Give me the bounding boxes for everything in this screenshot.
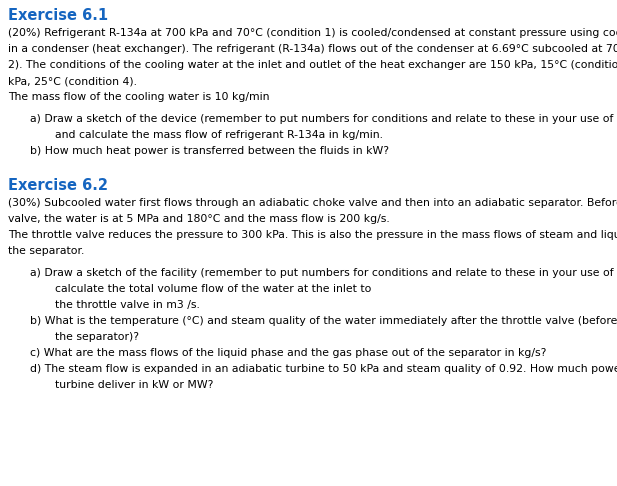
Text: a) Draw a sketch of the device (remember to put numbers for conditions and relat: a) Draw a sketch of the device (remember… (30, 114, 617, 124)
Text: turbine deliver in kW or MW?: turbine deliver in kW or MW? (55, 380, 213, 390)
Text: (20%) Refrigerant R-134a at 700 kPa and 70°C (condition 1) is cooled/condensed a: (20%) Refrigerant R-134a at 700 kPa and … (8, 28, 617, 38)
Text: the throttle valve in m3 /s.: the throttle valve in m3 /s. (55, 300, 200, 310)
Text: (30%) Subcooled water first flows through an adiabatic choke valve and then into: (30%) Subcooled water first flows throug… (8, 198, 617, 208)
Text: d) The steam flow is expanded in an adiabatic turbine to 50 kPa and steam qualit: d) The steam flow is expanded in an adia… (30, 364, 617, 374)
Text: and calculate the mass flow of refrigerant R-134a in kg/min.: and calculate the mass flow of refrigera… (55, 130, 383, 140)
Text: valve, the water is at 5 MPa and 180°C and the mass flow is 200 kg/s.: valve, the water is at 5 MPa and 180°C a… (8, 214, 390, 224)
Text: kPa, 25°C (condition 4).: kPa, 25°C (condition 4). (8, 76, 137, 86)
Text: calculate the total volume flow of the water at the inlet to: calculate the total volume flow of the w… (55, 284, 371, 294)
Text: the separator)?: the separator)? (55, 332, 139, 342)
Text: the separator.: the separator. (8, 246, 85, 256)
Text: The mass flow of the cooling water is 10 kg/min: The mass flow of the cooling water is 10… (8, 92, 270, 102)
Text: b) How much heat power is transferred between the fluids in kW?: b) How much heat power is transferred be… (30, 146, 389, 156)
Text: a) Draw a sketch of the facility (remember to put numbers for conditions and rel: a) Draw a sketch of the facility (rememb… (30, 268, 617, 278)
Text: 2). The conditions of the cooling water at the inlet and outlet of the heat exch: 2). The conditions of the cooling water … (8, 60, 617, 70)
Text: Exercise 6.2: Exercise 6.2 (8, 178, 108, 193)
Text: Exercise 6.1: Exercise 6.1 (8, 8, 108, 23)
Text: The throttle valve reduces the pressure to 300 kPa. This is also the pressure in: The throttle valve reduces the pressure … (8, 230, 617, 240)
Text: b) What is the temperature (°C) and steam quality of the water immediately after: b) What is the temperature (°C) and stea… (30, 316, 617, 326)
Text: c) What are the mass flows of the liquid phase and the gas phase out of the sepa: c) What are the mass flows of the liquid… (30, 348, 547, 358)
Text: in a condenser (heat exchanger). The refrigerant (R-134a) flows out of the conde: in a condenser (heat exchanger). The ref… (8, 44, 617, 54)
